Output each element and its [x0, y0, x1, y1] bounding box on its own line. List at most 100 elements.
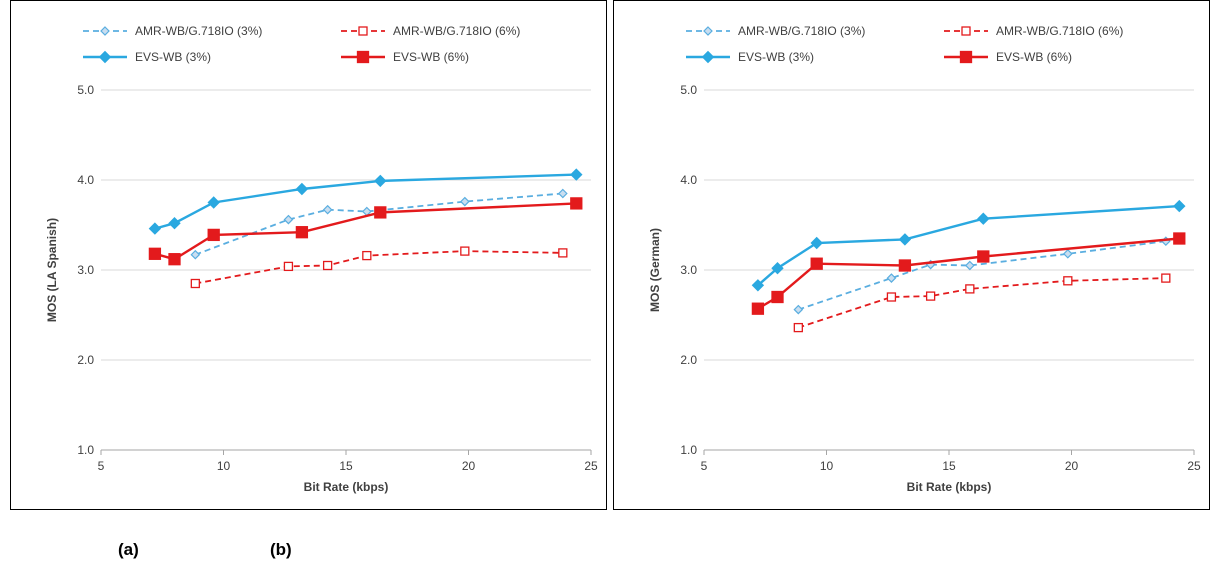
chart-b-legend-item: EVS-WB (6%) — [944, 50, 1072, 64]
chart-a-series-1 — [190, 188, 568, 260]
chart-b-series-3-point — [810, 236, 823, 250]
chart-a-xtick-label: 15 — [339, 459, 353, 473]
chart-a-series-4-point — [207, 228, 220, 242]
chart-a-ytick-label: 3.0 — [77, 263, 94, 277]
chart-b-series-4-point — [771, 290, 784, 304]
chart-a-y-axis-title: MOS (LA Spanish) — [45, 218, 59, 322]
chart-a-series-2-point — [322, 260, 333, 271]
chart-b-series-4-point — [1173, 232, 1186, 245]
chart-a-xtick-label: 5 — [98, 459, 105, 473]
chart-b-series-4-line — [757, 237, 1180, 310]
chart-b-series-2-point — [925, 291, 936, 301]
chart-a-legend-label: EVS-WB (3%) — [135, 50, 211, 64]
chart-a-xtick-label: 25 — [584, 459, 598, 473]
chart-a-series-3-point — [168, 216, 181, 230]
chart-b-series-2-point — [1063, 276, 1073, 286]
chart-panel-b: 1.0 2.0 3.0 4.0 5.0 5 10 15 20 25 Bit Rate (kbps) M… — [613, 0, 1210, 510]
chart-a-xtick-label: 20 — [462, 459, 476, 473]
chart-b-ytick-label: 1.0 — [680, 443, 697, 457]
chart-a-series-3-point — [295, 182, 309, 196]
chart-a-series-4-point — [148, 247, 162, 260]
chart-a-series-1-point — [283, 214, 294, 225]
chart-a-legend-item: AMR-WB/G.718IO (3%) — [83, 24, 262, 38]
chart-b-legend-label: EVS-WB (3%) — [738, 50, 814, 64]
chart-b-xtick-label: 5 — [701, 459, 708, 473]
chart-b-xtick-label: 15 — [942, 459, 956, 473]
chart-b-series-3 — [751, 199, 1186, 292]
chart-b-xtick-label: 20 — [1065, 459, 1079, 473]
chart-b-series-3-point — [771, 261, 784, 275]
chart-b-svg: 1.0 2.0 3.0 4.0 5.0 5 10 15 20 25 Bit Rate (kbps) M… — [648, 24, 1201, 494]
chart-a-series-3-point — [374, 174, 387, 188]
chart-b-series-4-point — [810, 257, 823, 270]
chart-a-legend-item: EVS-WB (3%) — [83, 50, 211, 64]
chart-b-legend-marker — [959, 50, 973, 64]
chart-a-series-4 — [148, 197, 583, 266]
chart-a-legend-label: AMR-WB/G.718IO (3%) — [135, 24, 262, 38]
chart-b-series-2 — [793, 273, 1171, 333]
chart-a-svg: 1.0 2.0 3.0 4.0 5.0 5 10 15 20 25 Bit Rate (kbps) M… — [45, 24, 598, 494]
chart-a-ytick-label: 5.0 — [77, 83, 94, 97]
chart-a-series-4-point — [570, 197, 583, 210]
chart-b-ytick-label: 4.0 — [680, 173, 697, 187]
chart-b-legend-item: AMR-WB/G.718IO (3%) — [686, 24, 865, 38]
chart-a-x-axis-title: Bit Rate (kbps) — [304, 480, 389, 494]
chart-b-series-1 — [793, 236, 1171, 315]
chart-a-series-4-point — [168, 253, 181, 266]
chart-b-legend-label: AMR-WB/G.718IO (3%) — [738, 24, 865, 38]
chart-b-xtick-label: 25 — [1187, 459, 1201, 473]
chart-b-series-4 — [751, 232, 1186, 315]
chart-a-legend-label: AMR-WB/G.718IO (6%) — [393, 24, 520, 38]
chart-a-ytick-label: 4.0 — [77, 173, 94, 187]
chart-a-series-2-point — [362, 250, 372, 261]
chart-b-legend-item: AMR-WB/G.718IO (6%) — [944, 24, 1123, 38]
panel-label-a: (a) — [118, 540, 139, 559]
chart-a-ytick-label: 1.0 — [77, 443, 94, 457]
chart-b-series-1-point — [793, 304, 804, 315]
chart-b-series-4-point — [751, 302, 765, 315]
chart-b-ytick-label: 3.0 — [680, 263, 697, 277]
chart-a-series-3-point — [207, 196, 220, 209]
chart-b-series-1-line — [798, 240, 1166, 311]
chart-b-ytick-label: 2.0 — [680, 353, 697, 367]
chart-a-series-2-point — [460, 246, 470, 256]
chart-b-legend-marker — [961, 26, 971, 36]
chart-a-legend-marker — [358, 26, 368, 36]
chart-b-series-3-point — [1173, 199, 1186, 213]
chart-a-series-1-point — [190, 249, 201, 260]
chart-b-legend-label: AMR-WB/G.718IO (6%) — [996, 24, 1123, 38]
chart-a-series-3 — [148, 168, 583, 235]
chart-a-legend-marker — [100, 26, 110, 36]
chart-a-series-2 — [190, 246, 568, 289]
chart-a-xtick-label: 10 — [217, 459, 231, 473]
chart-b-legend-label: EVS-WB (6%) — [996, 50, 1072, 64]
chart-a-ytick-label: 2.0 — [77, 353, 94, 367]
chart-b-series-3-point — [898, 233, 912, 246]
chart-panel-a: 1.0 2.0 3.0 4.0 5.0 5 10 15 20 25 Bit Rate (kbps) M… — [10, 0, 607, 510]
chart-b-series-1-point — [886, 273, 897, 283]
chart-b-series-2-line — [798, 277, 1166, 329]
chart-b-series-1-point — [964, 260, 975, 271]
chart-b-series-1-point — [1062, 248, 1073, 259]
chart-a-legend-marker — [98, 50, 112, 64]
chart-b-series-2-point — [886, 292, 897, 302]
chart-b-series-4-point — [898, 259, 912, 272]
chart-a-series-2-point — [283, 261, 294, 272]
chart-b-legend-marker — [703, 26, 713, 36]
chart-b-y-axis-title: MOS (German) — [648, 228, 662, 312]
chart-b-series-2-point — [965, 284, 975, 294]
chart-b-xtick-label: 10 — [820, 459, 834, 473]
chart-a-series-1-point — [459, 196, 470, 207]
chart-b-series-2-point — [1161, 273, 1171, 283]
chart-b-series-3-line — [757, 204, 1180, 287]
panel-label-b: (b) — [270, 540, 292, 559]
chart-b-x-axis-title: Bit Rate (kbps) — [907, 480, 992, 494]
chart-a-series-4-point — [295, 226, 309, 239]
chart-a-series-1-point — [557, 188, 568, 199]
chart-b-legend-item: EVS-WB (3%) — [686, 50, 814, 64]
chart-b-series-2-point — [793, 322, 803, 333]
chart-a-series-2-line — [195, 250, 563, 285]
chart-a-series-1-line — [195, 192, 563, 256]
chart-a-series-2-point — [558, 248, 568, 258]
chart-b-legend-marker — [701, 50, 715, 64]
